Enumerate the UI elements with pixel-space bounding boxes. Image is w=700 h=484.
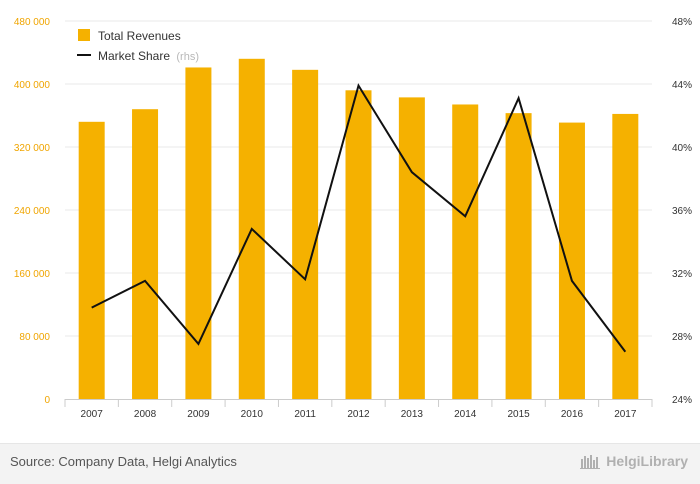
x-tick-label: 2016: [561, 409, 584, 420]
source-text: Source: Company Data, Helgi Analytics: [10, 454, 237, 469]
left-tick-label: 400 000: [14, 80, 51, 91]
x-tick-label: 2011: [294, 409, 316, 420]
right-axis-ticks: 24% 28% 32% 36% 40% 44% 48%: [672, 17, 692, 406]
revenue-bar[interactable]: [78, 121, 105, 400]
market-share-polyline[interactable]: [91, 83, 627, 353]
legend-market-share-suffix: (rhs): [176, 51, 199, 63]
right-tick-label: 36%: [672, 206, 692, 217]
revenue-bar[interactable]: [292, 69, 319, 399]
left-tick-label: 80 000: [19, 332, 50, 343]
brand-name: HelgiLibrary: [606, 453, 688, 469]
x-tick-label: 2014: [454, 409, 477, 420]
x-tick-label: 2010: [241, 409, 264, 420]
left-axis-ticks: 0 80 000 160 000 240 000 320 000 400 000 480 0…: [14, 17, 51, 406]
left-tick-label: 480 000: [14, 17, 51, 28]
legend-label-revenues: Total Revenues: [98, 29, 181, 43]
x-tick-label: 2012: [347, 409, 370, 420]
legend-market-share-name: Market Share: [98, 49, 170, 63]
left-tick-label: 0: [44, 395, 50, 406]
left-tick-label: 240 000: [14, 206, 51, 217]
library-icon: [580, 455, 601, 469]
chart: 0 80 000 160 000 240 000 320 000 400 000 480 0…: [14, 17, 692, 420]
right-tick-label: 40%: [672, 143, 692, 154]
brand-logo[interactable]: HelgiLibrary: [580, 453, 688, 469]
left-tick-label: 160 000: [14, 269, 51, 280]
right-tick-label: 32%: [672, 269, 692, 280]
right-tick-label: 28%: [672, 332, 692, 343]
revenue-bar[interactable]: [558, 122, 585, 400]
revenue-bar[interactable]: [345, 90, 372, 400]
revenue-bar[interactable]: [132, 109, 159, 399]
revenue-bar[interactable]: [185, 67, 212, 400]
right-tick-label: 24%: [672, 395, 692, 406]
legend-swatch-revenues: [78, 29, 90, 41]
x-tick-label: 2009: [187, 409, 210, 420]
x-tick-label: 2015: [507, 409, 530, 420]
revenue-bar[interactable]: [612, 113, 639, 400]
x-tick-label: 2008: [134, 409, 157, 420]
footer: Source: Company Data, Helgi Analytics He…: [0, 443, 700, 484]
market-share-line: [91, 83, 627, 353]
left-tick-label: 320 000: [14, 143, 51, 154]
revenue-bar[interactable]: [505, 113, 532, 399]
x-tick-label: 2013: [401, 409, 424, 420]
x-tick-label: 2007: [81, 409, 104, 420]
right-tick-label: 48%: [672, 17, 692, 28]
legend: Total Revenues Market Share (rhs): [77, 29, 199, 63]
revenue-bar[interactable]: [398, 97, 425, 399]
x-tick-label: 2017: [614, 409, 637, 420]
right-tick-label: 44%: [672, 80, 692, 91]
revenue-bars: [78, 58, 639, 400]
x-axis-ticks: 2007 2008 2009 2010 2011 2012 2013 2014 2015 2016…: [64, 399, 653, 420]
legend-label-market-share: Market Share (rhs): [98, 49, 199, 63]
revenue-bar[interactable]: [452, 104, 479, 399]
